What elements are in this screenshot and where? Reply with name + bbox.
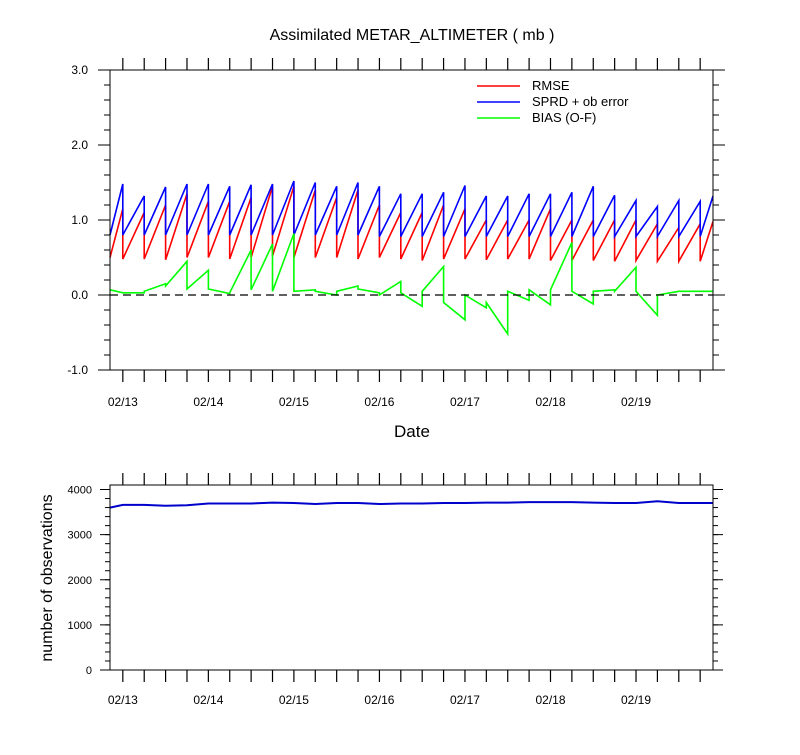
x-tick-label: 02/18 (535, 693, 565, 707)
legend-label-sprd: SPRD + ob error (532, 94, 629, 109)
y-tick-label: -1.0 (67, 363, 88, 377)
x-tick-label: 02/15 (279, 395, 309, 409)
bottom-ticks (100, 473, 723, 682)
x-tick-label: 02/14 (193, 395, 223, 409)
y-tick-label: 4000 (68, 485, 92, 497)
bottom-y-tick-labels: 0 1000 2000 3000 4000 (68, 485, 92, 677)
x-tick-label: 02/18 (535, 395, 565, 409)
y-axis-label-observations: number of observations (39, 494, 56, 661)
x-tick-label: 02/13 (108, 693, 138, 707)
y-tick-label: 2000 (68, 575, 92, 587)
y-tick-label: 0.0 (71, 288, 88, 302)
legend-label-rmse: RMSE (532, 78, 570, 93)
x-tick-label: 02/17 (450, 693, 480, 707)
bottom-series-layer (109, 500, 713, 509)
x-tick-label: 02/17 (450, 395, 480, 409)
x-tick-label: 02/14 (193, 693, 223, 707)
top-plot: -1.00.01.02.03.0 02/13 02/14 02/15 02/16 02/… (67, 58, 725, 409)
x-tick-label: 02/19 (621, 693, 651, 707)
legend-label-bias: BIAS (O-F) (532, 110, 596, 125)
x-tick-label: 02/16 (364, 693, 394, 707)
x-tick-label: 02/19 (621, 395, 651, 409)
legend: RMSE SPRD + ob error BIAS (O-F) (477, 78, 629, 125)
top-x-tick-labels: 02/13 02/14 02/15 02/16 02/17 02/18 02/19 (108, 395, 652, 409)
series-line-bias-o-f (109, 233, 713, 337)
top-series-layer (109, 180, 714, 337)
x-tick-label: 02/15 (279, 693, 309, 707)
y-tick-label: 3.0 (71, 63, 88, 77)
bottom-plot-frame (109, 484, 714, 671)
x-tick-label: 02/13 (108, 395, 138, 409)
y-tick-label: 1.0 (71, 213, 88, 227)
y-tick-label: 2.0 (71, 138, 88, 152)
y-tick-label: 1000 (68, 620, 92, 632)
bottom-x-tick-labels: 02/13 02/14 02/15 02/16 02/17 02/18 02/19 (108, 693, 652, 707)
x-axis-label: Date (394, 422, 430, 441)
x-tick-label: 02/16 (364, 395, 394, 409)
chart-title: Assimilated METAR_ALTIMETER ( mb ) (270, 27, 555, 44)
series-line-observations (109, 500, 713, 509)
series-line-sprd-ob-error (109, 180, 714, 240)
top-y-tick-labels: -1.0 0.0 1.0 2.0 3.0 (67, 63, 88, 377)
y-tick-label: 0 (86, 665, 92, 677)
y-tick-label: 3000 (68, 530, 92, 542)
top-ticks (98, 58, 725, 382)
